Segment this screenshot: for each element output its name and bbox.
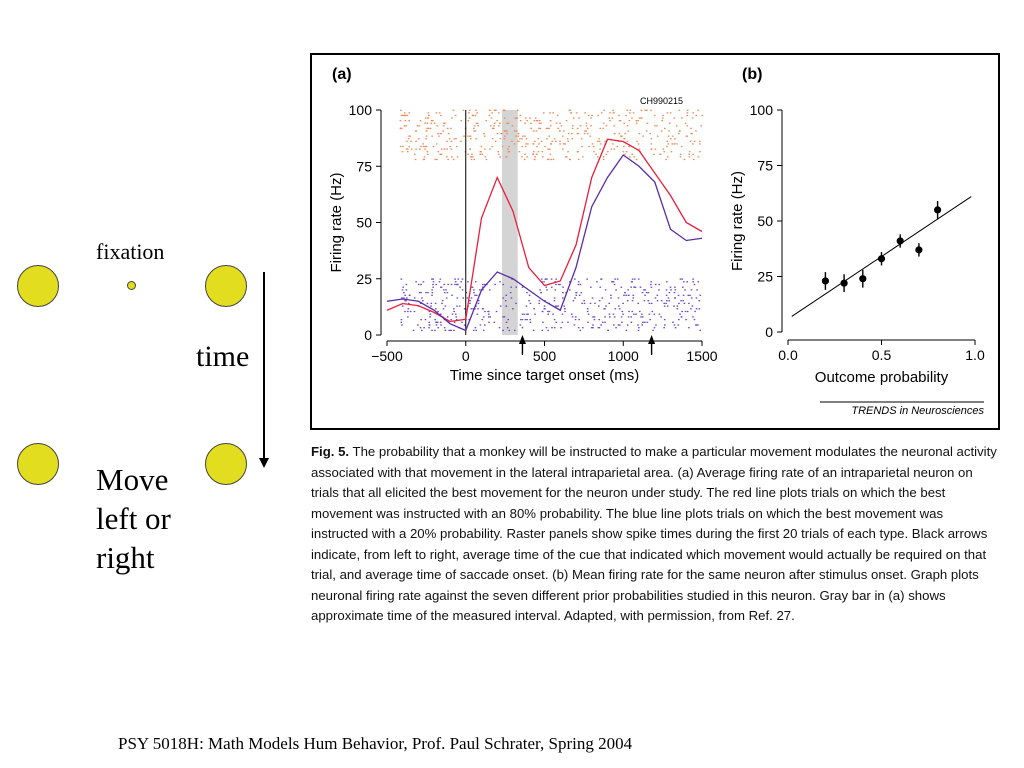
x-tick-label: 1000 bbox=[608, 348, 639, 364]
y-axis-label: Firing rate (Hz) bbox=[328, 172, 345, 272]
cell-id: CH990215 bbox=[640, 96, 683, 106]
x-axis-label: Time since target onset (ms) bbox=[450, 367, 640, 384]
data-point bbox=[896, 237, 904, 245]
event-arrow-head bbox=[518, 335, 526, 344]
move-label-line-1: Move bbox=[96, 462, 169, 497]
move-label-line-2: left or bbox=[96, 501, 171, 536]
footer: PSY 5018H: Math Models Hum Behavior, Pro… bbox=[118, 734, 633, 753]
event-arrow-head bbox=[648, 335, 656, 344]
fixation-label: fixation bbox=[96, 239, 165, 264]
fixation-point bbox=[127, 281, 136, 290]
y-axis-label: Firing rate (Hz) bbox=[729, 171, 746, 271]
y-tick-label: 25 bbox=[757, 269, 773, 285]
y-tick-label: 25 bbox=[356, 271, 372, 287]
x-tick-label: 0 bbox=[462, 348, 470, 364]
series-line-0 bbox=[386, 138, 703, 323]
x-tick-label: 1500 bbox=[686, 348, 717, 364]
y-tick-label: 50 bbox=[356, 215, 372, 231]
chart-a: 0 25 50 75 100 −500 0 500 1000 1500 Time since tar… bbox=[328, 102, 718, 384]
target-right-bottom bbox=[205, 443, 247, 485]
journal-label: TRENDS in Neurosciences bbox=[851, 405, 984, 417]
time-arrow-head bbox=[259, 458, 269, 468]
x-tick-label: −500 bbox=[371, 348, 403, 364]
move-label: Move left or right bbox=[96, 460, 171, 577]
target-left-top bbox=[17, 265, 59, 307]
x-tick-label: 0.0 bbox=[778, 347, 798, 363]
move-label-line-3: right bbox=[96, 540, 155, 575]
y-tick-label: 75 bbox=[356, 158, 372, 174]
figure-caption: Fig. 5. The probability that a monkey wi… bbox=[311, 442, 1001, 627]
y-tick-label: 100 bbox=[349, 102, 373, 118]
y-tick-label: 50 bbox=[757, 213, 773, 229]
data-point bbox=[840, 279, 848, 287]
chart-b: 0 25 50 75 100 0.0 0.5 1.0 Outcome probability Fi… bbox=[729, 102, 985, 386]
y-tick-label: 0 bbox=[364, 327, 372, 343]
caption-label: Fig. 5. bbox=[311, 444, 350, 459]
caption-text: The probability that a monkey will be in… bbox=[311, 444, 997, 623]
panel-a-label: (a) bbox=[332, 66, 352, 83]
x-axis-label: Outcome probability bbox=[815, 369, 949, 386]
y-tick-label: 100 bbox=[750, 102, 774, 118]
data-point bbox=[934, 206, 942, 214]
x-tick-label: 500 bbox=[533, 348, 557, 364]
target-right-top bbox=[205, 265, 247, 307]
series-line-1 bbox=[386, 154, 703, 332]
time-label: time bbox=[196, 340, 250, 373]
x-tick-label: 0.5 bbox=[872, 347, 892, 363]
data-point bbox=[877, 255, 886, 263]
y-tick-label: 0 bbox=[765, 324, 773, 340]
y-tick-label: 75 bbox=[757, 158, 773, 174]
data-point bbox=[821, 277, 829, 285]
target-left-bottom bbox=[17, 443, 59, 485]
x-tick-label: 1.0 bbox=[965, 347, 985, 363]
time-arrow-line bbox=[263, 272, 265, 460]
figure-box: (a) (b) CH990215 0 25 50 75 100 −500 0 500 1000 1… bbox=[310, 53, 1000, 430]
shaded-interval bbox=[501, 110, 518, 335]
data-point bbox=[859, 275, 867, 283]
data-point bbox=[915, 246, 923, 254]
panel-b-label: (b) bbox=[742, 66, 762, 83]
